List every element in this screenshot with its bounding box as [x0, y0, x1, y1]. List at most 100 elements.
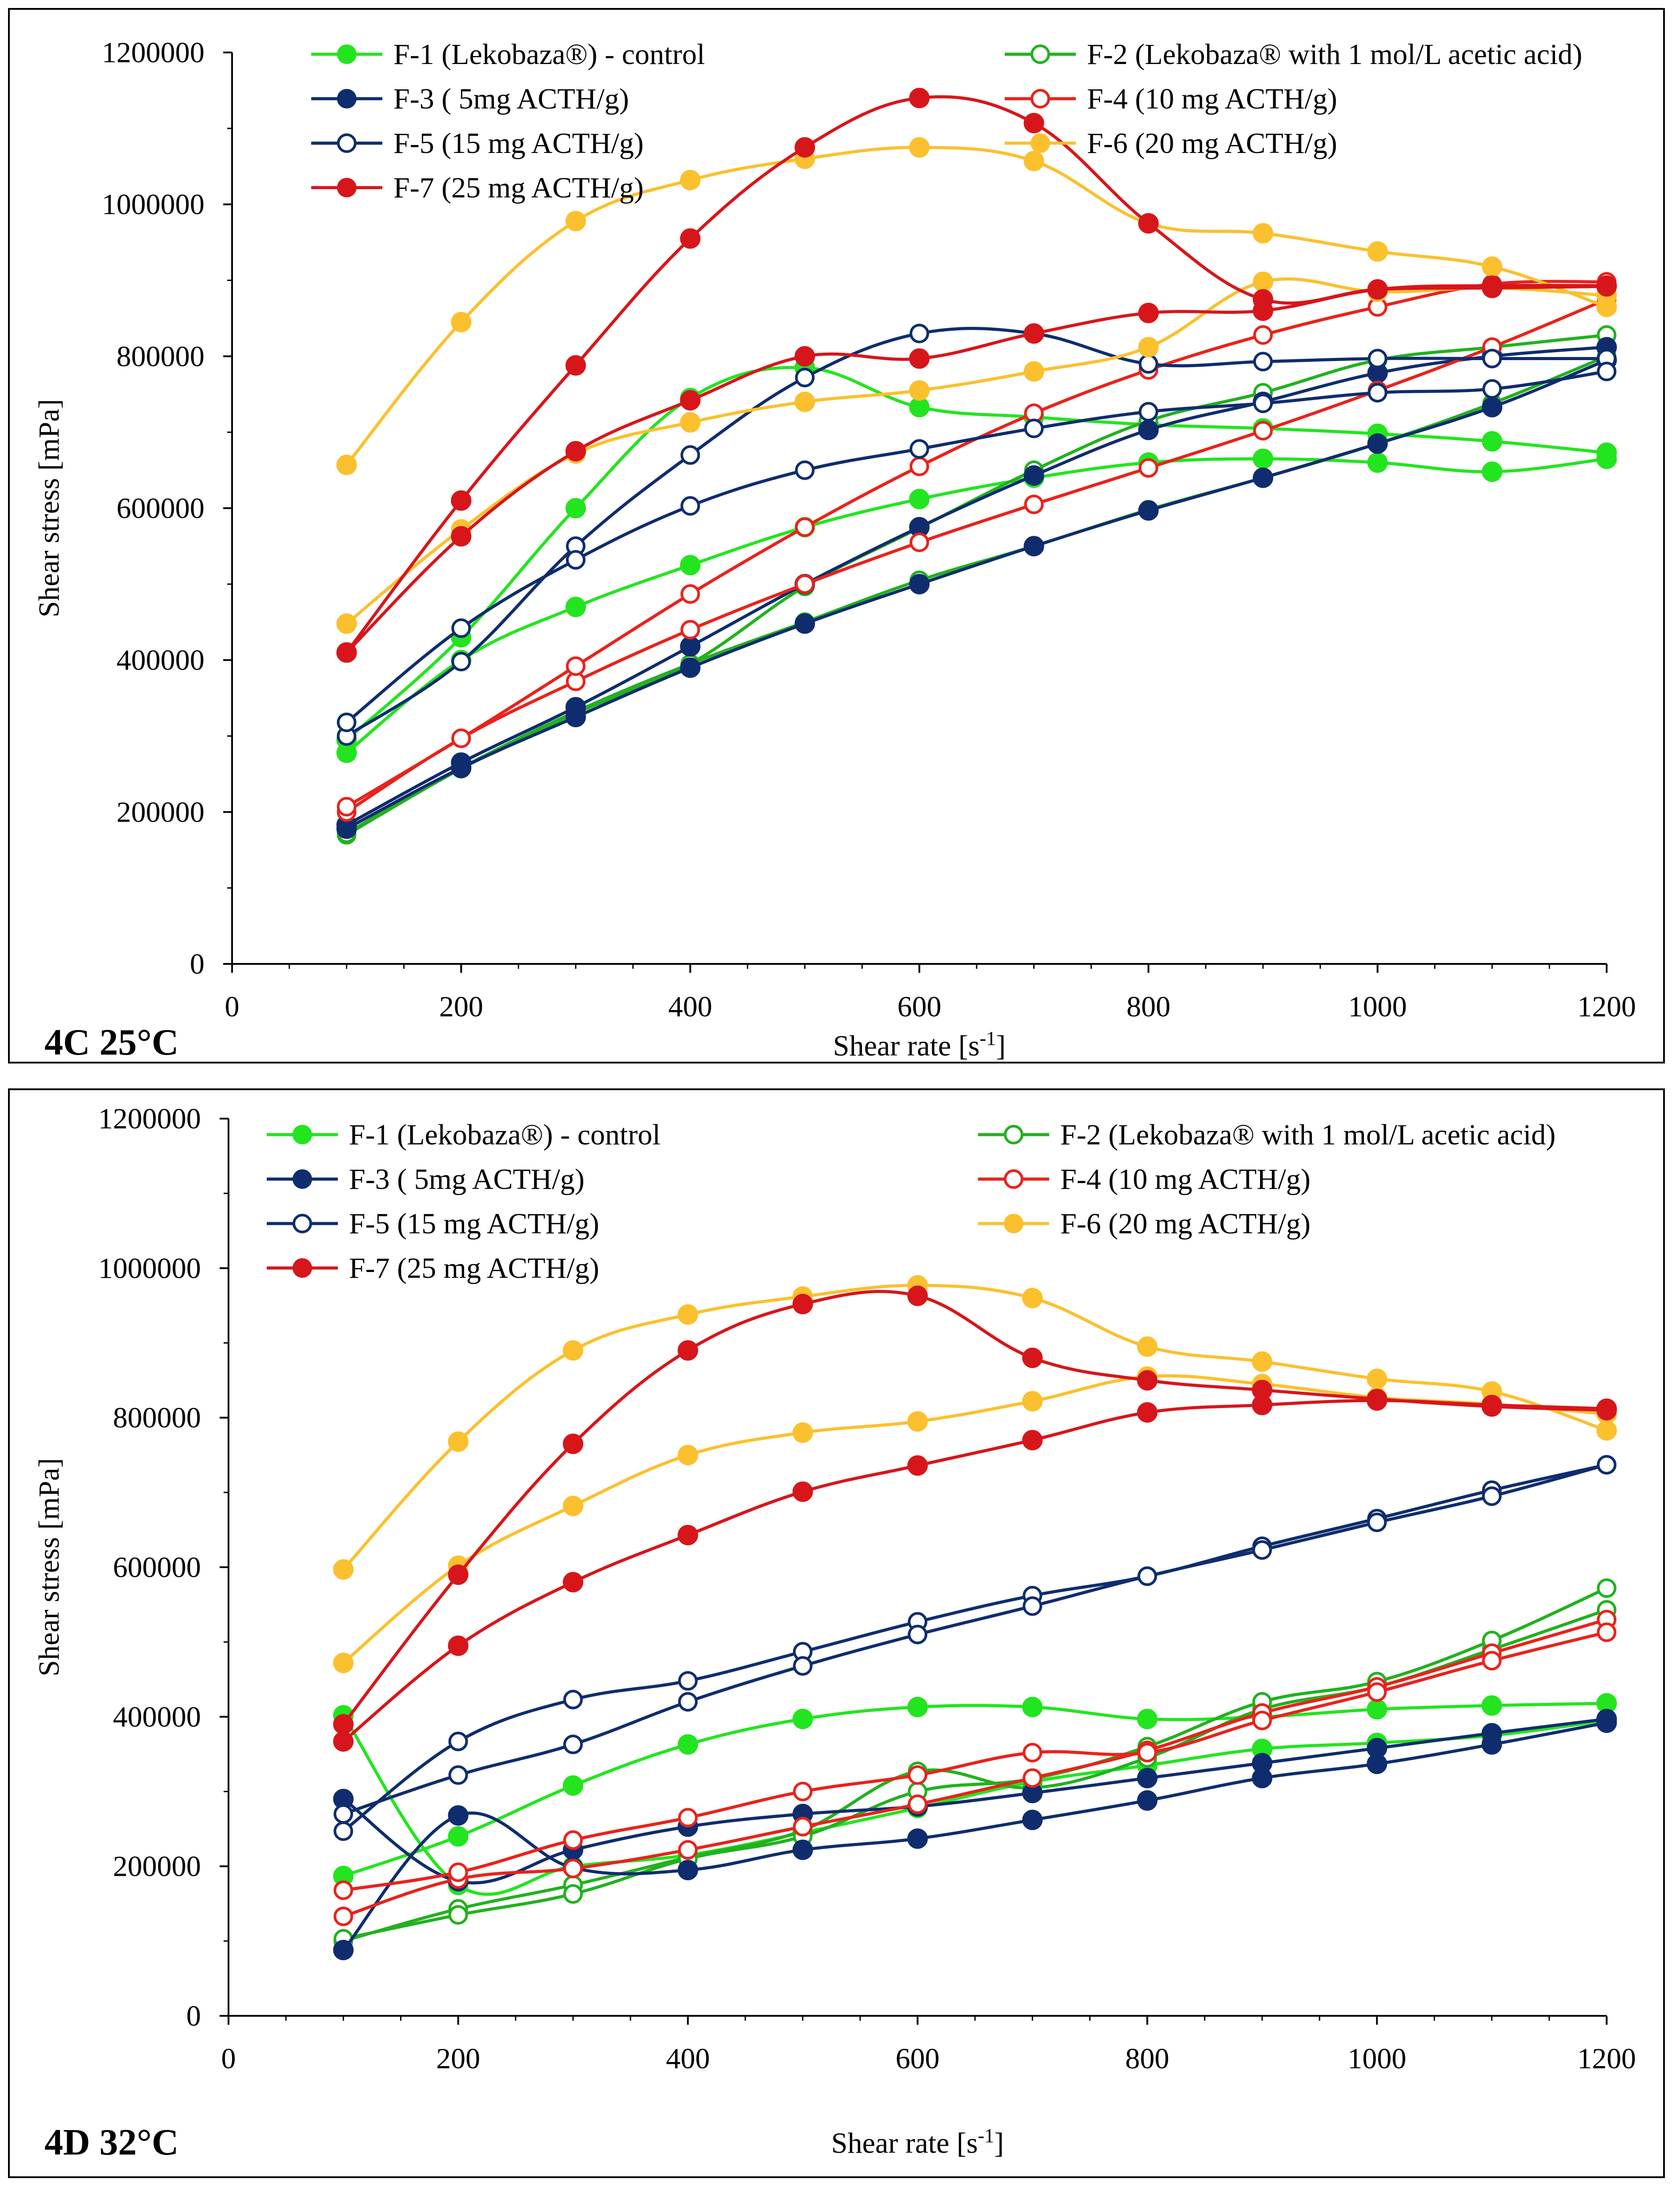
data-point: [1023, 323, 1044, 344]
data-point: [1022, 1430, 1043, 1451]
data-point: [1138, 420, 1159, 441]
data-point: [1253, 448, 1273, 469]
data-point: [1367, 241, 1388, 262]
y-tick-label: 800000: [116, 340, 204, 373]
data-point: [1252, 1351, 1272, 1372]
legend-marker: [293, 1258, 312, 1278]
data-point: [565, 211, 586, 232]
data-point: [451, 758, 472, 778]
data-point: [795, 460, 815, 480]
panel-label: 4C 25°C: [44, 1022, 179, 1063]
data-point: [1138, 213, 1159, 234]
data-point: [448, 1862, 468, 1882]
data-point: [563, 1340, 583, 1361]
data-point: [451, 652, 471, 672]
x-tick-label: 400: [668, 991, 712, 1023]
chart-panel-4d: 0 200000 400000 600000 800000 1000000 1200000 0…: [0, 1080, 1680, 2195]
legend-label: F-3 ( 5mg ACTH/g): [393, 83, 629, 115]
data-point: [1596, 442, 1617, 463]
data-point: [1597, 361, 1616, 381]
data-point: [563, 1433, 583, 1454]
y-tick-label: 200000: [113, 1850, 201, 1883]
x-tick-label: 200: [436, 2043, 480, 2075]
data-point: [795, 517, 815, 537]
data-point: [1137, 1336, 1158, 1357]
panel-frame: [8, 8, 1665, 1063]
data-point: [1367, 279, 1388, 300]
data-point: [565, 498, 586, 518]
y-tick-label: 1000000: [98, 1252, 201, 1284]
data-point: [337, 712, 357, 732]
data-point: [1596, 276, 1617, 297]
data-point: [1137, 1743, 1157, 1763]
chart-panel-4c: 0 200000 400000 600000 800000 1000000 1200000 0…: [0, 0, 1680, 1080]
data-point: [1137, 1402, 1158, 1423]
data-point: [907, 1697, 928, 1717]
data-point: [910, 457, 929, 477]
data-point: [793, 1656, 813, 1676]
x-tick-label: 1200: [1577, 991, 1636, 1023]
data-point: [337, 797, 357, 817]
data-point: [1022, 1596, 1042, 1616]
series-line-up: [345, 370, 1608, 724]
data-point: [1137, 1790, 1158, 1811]
data-point: [1482, 1651, 1502, 1671]
data-point: [333, 1906, 353, 1926]
x-tick-label: 0: [221, 2043, 236, 2075]
data-point: [1367, 433, 1388, 454]
data-point: [908, 1794, 927, 1814]
data-point: [678, 1734, 698, 1755]
data-point: [563, 1884, 583, 1904]
data-point: [1137, 1709, 1158, 1730]
legend-label: F-3 ( 5mg ACTH/g): [349, 1163, 585, 1196]
data-point: [794, 613, 815, 634]
data-point: [1253, 393, 1273, 413]
legend-label: F-6 (20 mg ACTH/g): [1087, 127, 1337, 160]
data-point: [333, 1940, 354, 1961]
legend-label: F-4 (10 mg ACTH/g): [1087, 83, 1337, 115]
data-point: [792, 1839, 813, 1860]
y-tick-label: 800000: [113, 1402, 201, 1434]
data-point: [566, 656, 585, 676]
data-point: [1596, 1420, 1617, 1441]
data-point: [448, 1905, 468, 1925]
data-point: [1367, 1513, 1387, 1533]
legend-marker: [293, 1214, 312, 1233]
series-line-down: [341, 1463, 1608, 1833]
data-point: [1023, 112, 1044, 133]
data-point: [1138, 500, 1159, 521]
data-point: [678, 1671, 698, 1691]
data-point: [908, 1625, 927, 1645]
y-tick-label: 1000000: [102, 189, 204, 221]
data-point: [909, 88, 930, 108]
y-tick-label: 600000: [116, 492, 204, 525]
data-point: [680, 496, 700, 516]
legend-item-2: F-2 (Lekobaza® with 1 mol/L acetic acid): [978, 1119, 1556, 1151]
data-point: [1253, 223, 1273, 244]
x-axis-title: Shear rate [s-1]: [831, 2125, 1004, 2160]
data-point: [333, 1653, 354, 1673]
data-point: [563, 1572, 583, 1593]
series-line-up: [341, 1717, 1608, 1885]
data-point: [333, 1714, 354, 1735]
x-tick-label: 1000: [1347, 2043, 1406, 2075]
data-point: [1482, 379, 1502, 399]
legend-marker: [1030, 89, 1050, 108]
x-tick-label: 800: [1127, 991, 1171, 1023]
y-tick-label: 1200000: [98, 1103, 201, 1135]
legend-marker: [337, 133, 357, 153]
data-point: [678, 1445, 698, 1465]
data-point: [678, 1304, 698, 1325]
data-point: [1367, 1388, 1387, 1409]
data-point: [680, 228, 701, 249]
data-point: [1252, 1710, 1272, 1730]
y-tick-label: 400000: [116, 644, 204, 677]
data-point: [448, 1431, 469, 1452]
data-point: [1022, 1391, 1043, 1412]
y-axis-title: Shear stress [mPa]: [33, 1458, 65, 1676]
data-point: [680, 390, 701, 411]
data-point: [795, 574, 815, 594]
data-point: [1022, 1697, 1043, 1717]
data-point: [336, 454, 357, 475]
legend-label: F-2 (Lekobaza® with 1 mol/L acetic acid): [1087, 38, 1582, 71]
